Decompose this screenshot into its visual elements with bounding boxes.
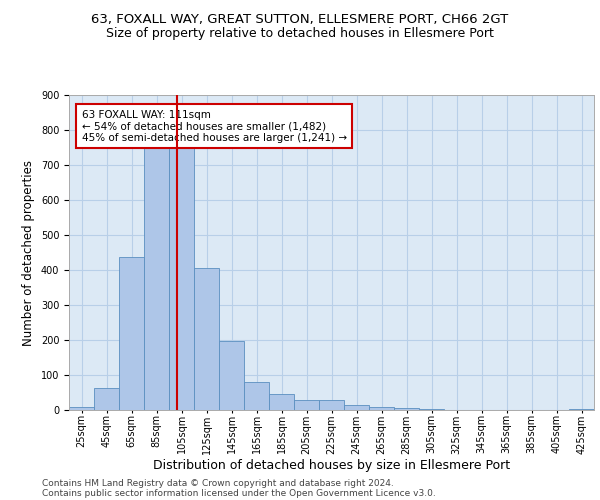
X-axis label: Distribution of detached houses by size in Ellesmere Port: Distribution of detached houses by size … [153,459,510,472]
Text: Size of property relative to detached houses in Ellesmere Port: Size of property relative to detached ho… [106,28,494,40]
Text: 63 FOXALL WAY: 111sqm
← 54% of detached houses are smaller (1,482)
45% of semi-d: 63 FOXALL WAY: 111sqm ← 54% of detached … [82,110,347,143]
Bar [194,268,219,410]
Bar [169,147,194,410]
Bar [269,394,294,410]
Bar [244,382,269,410]
Bar [69,406,94,410]
Text: 63, FOXALL WAY, GREAT SUTTON, ELLESMERE PORT, CH66 2GT: 63, FOXALL WAY, GREAT SUTTON, ELLESMERE … [91,12,509,26]
Bar [119,257,144,410]
Bar [219,341,244,410]
Bar [319,400,344,410]
Bar [144,147,169,410]
Bar [294,400,319,410]
Bar [369,406,394,410]
Bar [394,408,419,410]
Y-axis label: Number of detached properties: Number of detached properties [22,160,35,346]
Text: Contains public sector information licensed under the Open Government Licence v3: Contains public sector information licen… [42,488,436,498]
Bar [344,405,369,410]
Bar [94,388,119,410]
Text: Contains HM Land Registry data © Crown copyright and database right 2024.: Contains HM Land Registry data © Crown c… [42,478,394,488]
